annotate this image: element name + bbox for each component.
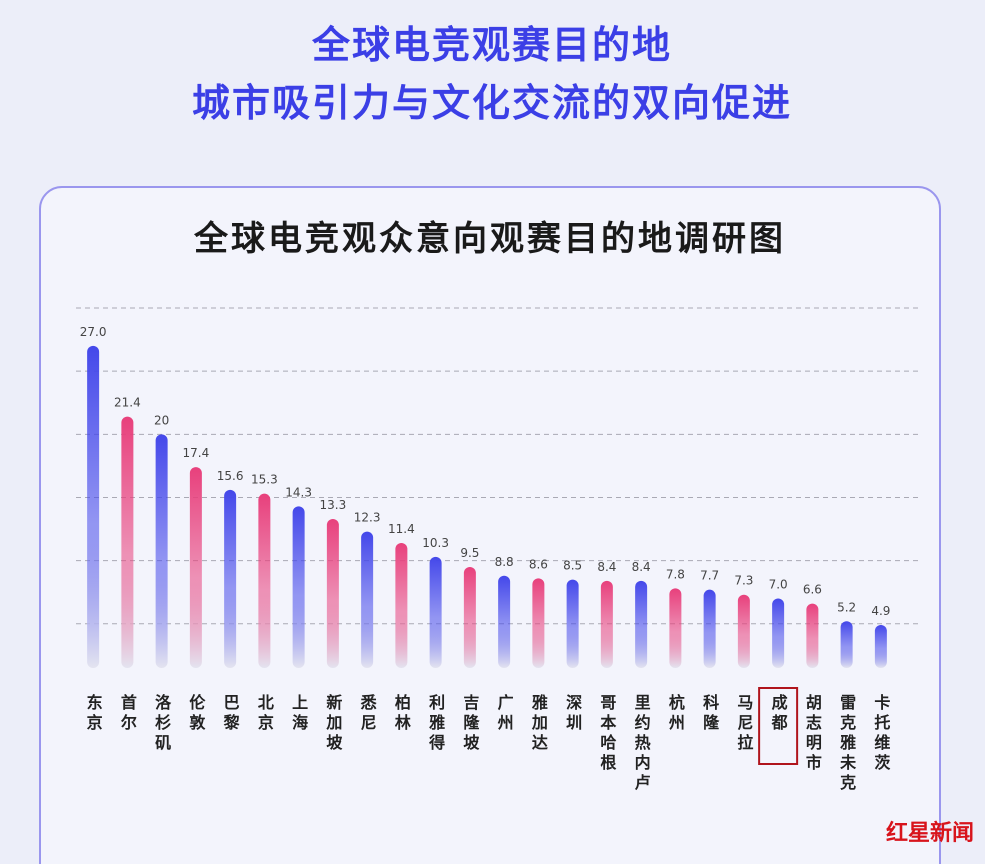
bar bbox=[498, 575, 511, 668]
header-line: 全球电竞观赛目的地 bbox=[311, 23, 672, 67]
x-tick-label: 卡托维茨 bbox=[871, 693, 890, 774]
bar bbox=[635, 580, 648, 668]
x-tick-label: 新加坡 bbox=[323, 693, 343, 754]
bar bbox=[532, 578, 545, 668]
value-label: 17.4 bbox=[183, 446, 210, 460]
bar bbox=[292, 506, 305, 668]
value-label: 5.2 bbox=[837, 600, 856, 614]
x-tick-label: 巴黎 bbox=[221, 694, 240, 734]
value-label: 14.3 bbox=[285, 485, 312, 499]
value-label: 10.3 bbox=[422, 536, 449, 550]
x-tick-label: 里约热内卢 bbox=[632, 694, 651, 794]
value-label: 8.6 bbox=[529, 557, 548, 571]
value-label: 13.3 bbox=[320, 498, 347, 512]
chart-card bbox=[39, 186, 941, 864]
value-label: 27.0 bbox=[80, 325, 107, 339]
bar bbox=[121, 416, 134, 668]
x-tick-label: 利雅得 bbox=[426, 693, 446, 754]
value-label: 8.4 bbox=[597, 560, 616, 574]
x-tick-label: 马尼拉 bbox=[734, 694, 753, 754]
value-label: 4.9 bbox=[871, 604, 890, 618]
watermark: 红星新闻 bbox=[886, 820, 974, 846]
bar bbox=[429, 556, 442, 668]
x-tick-label: 哥本哈根 bbox=[597, 694, 616, 774]
x-tick-label: 洛杉矶 bbox=[152, 693, 171, 754]
chart-title: 全球电竞观众意向观赛目的地调研图 bbox=[193, 219, 786, 259]
bar bbox=[326, 518, 339, 668]
bar bbox=[189, 467, 202, 668]
bar bbox=[840, 621, 853, 668]
x-tick-label: 广州 bbox=[495, 693, 515, 734]
x-tick-label: 东京 bbox=[84, 693, 103, 734]
bar bbox=[395, 542, 408, 668]
x-tick-label: 上海 bbox=[289, 694, 308, 734]
bar bbox=[361, 531, 374, 668]
value-label: 7.0 bbox=[769, 578, 788, 592]
bar bbox=[224, 489, 237, 668]
x-tick-label: 首尔 bbox=[118, 693, 137, 734]
value-label: 12.3 bbox=[354, 511, 381, 525]
bar bbox=[463, 566, 476, 668]
bar bbox=[772, 598, 785, 668]
bar bbox=[874, 625, 887, 668]
x-tick-label: 胡志明市 bbox=[803, 693, 822, 774]
value-label: 8.8 bbox=[495, 555, 514, 569]
x-tick-label: 雷克雅未克 bbox=[837, 694, 857, 794]
value-label: 8.4 bbox=[632, 560, 651, 574]
bar bbox=[806, 603, 819, 668]
x-tick-label: 深圳 bbox=[563, 693, 582, 734]
value-label: 20 bbox=[154, 413, 169, 427]
x-tick-label: 北京 bbox=[255, 694, 274, 734]
header-line: 城市吸引力与文化交流的双向促进 bbox=[192, 81, 792, 125]
x-tick-label: 杭州 bbox=[666, 693, 686, 734]
value-label: 15.6 bbox=[217, 469, 244, 483]
x-tick-label: 伦敦 bbox=[186, 693, 205, 734]
bar bbox=[600, 580, 613, 668]
bar bbox=[258, 493, 271, 668]
value-label: 7.7 bbox=[700, 569, 719, 583]
x-tick-label: 成都 bbox=[769, 693, 789, 734]
value-label: 8.5 bbox=[563, 559, 582, 573]
bar bbox=[566, 579, 579, 668]
bar bbox=[669, 588, 682, 668]
value-label: 15.3 bbox=[251, 473, 278, 487]
value-label: 9.5 bbox=[460, 546, 479, 560]
bar bbox=[87, 345, 100, 668]
value-label: 11.4 bbox=[388, 522, 415, 536]
x-tick-label: 柏林 bbox=[392, 693, 411, 734]
x-tick-label: 雅加达 bbox=[529, 693, 549, 754]
bar bbox=[703, 589, 716, 668]
x-tick-label: 吉隆坡 bbox=[460, 693, 479, 754]
x-tick-label: 科隆 bbox=[700, 693, 719, 734]
value-label: 21.4 bbox=[114, 396, 141, 410]
x-tick-label: 悉尼 bbox=[358, 693, 378, 734]
bar bbox=[155, 434, 168, 668]
bar bbox=[737, 594, 750, 668]
value-label: 7.3 bbox=[734, 574, 753, 588]
value-label: 6.6 bbox=[803, 583, 822, 597]
value-label: 7.8 bbox=[666, 567, 685, 581]
highlight-box bbox=[758, 687, 799, 765]
